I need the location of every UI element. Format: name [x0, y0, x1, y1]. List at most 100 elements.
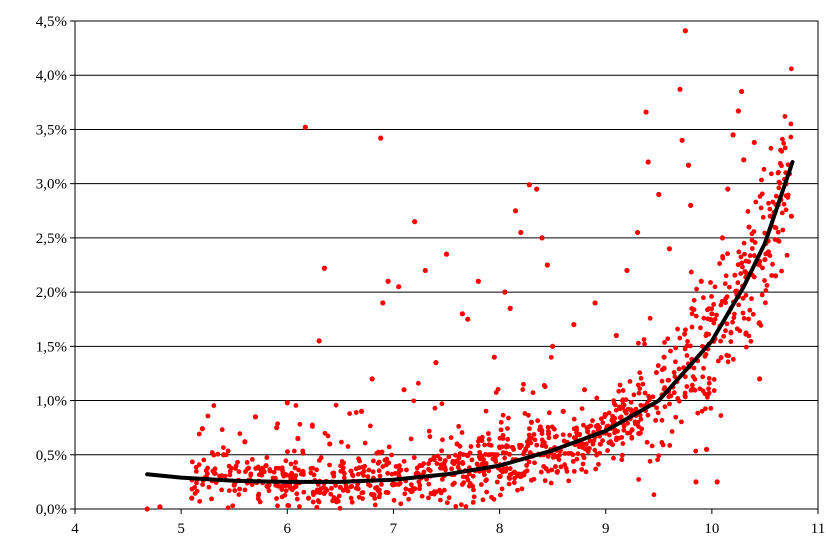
- data-point: [717, 261, 723, 266]
- data-point: [500, 450, 506, 455]
- plot-area: [74, 20, 819, 510]
- data-point: [570, 459, 576, 464]
- data-point: [748, 338, 754, 344]
- data-point: [570, 452, 576, 458]
- data-point: [524, 463, 530, 468]
- x-tick-label: 7: [390, 521, 398, 537]
- data-point: [673, 414, 679, 420]
- data-point: [215, 451, 221, 457]
- data-point: [452, 480, 457, 486]
- data-point: [757, 262, 762, 268]
- data-point: [611, 455, 616, 461]
- data-point: [788, 134, 794, 140]
- data-point: [385, 470, 391, 476]
- data-point: [571, 322, 577, 328]
- data-point: [362, 440, 368, 446]
- data-point: [321, 265, 328, 271]
- data-point: [708, 280, 713, 285]
- data-point: [369, 376, 375, 382]
- data-point: [711, 388, 717, 393]
- y-tick-label: 3,5%: [36, 122, 67, 138]
- data-point: [196, 462, 202, 468]
- data-point: [766, 200, 771, 206]
- data-point: [302, 124, 308, 130]
- data-point: [376, 468, 382, 474]
- data-point: [308, 466, 314, 471]
- data-point: [788, 121, 794, 127]
- data-point: [584, 446, 590, 452]
- data-point: [349, 499, 355, 505]
- data-point: [724, 321, 730, 327]
- data-point: [255, 464, 261, 470]
- data-point: [475, 443, 481, 449]
- data-point: [497, 474, 503, 479]
- data-point: [685, 162, 692, 168]
- data-point: [439, 401, 445, 407]
- data-point: [279, 494, 285, 500]
- data-point: [728, 339, 734, 345]
- data-point: [777, 180, 783, 186]
- data-point: [634, 229, 641, 236]
- data-point: [655, 410, 661, 416]
- trendline: [145, 160, 795, 484]
- data-point: [311, 492, 316, 498]
- data-point: [500, 436, 506, 441]
- data-point: [426, 428, 432, 434]
- data-point: [747, 253, 753, 259]
- data-point: [620, 441, 626, 446]
- data-point: [625, 420, 631, 426]
- data-point: [212, 471, 218, 476]
- data-point: [562, 462, 568, 468]
- data-point: [610, 413, 616, 419]
- data-point: [746, 316, 751, 322]
- data-point: [730, 132, 736, 138]
- data-point: [439, 476, 445, 482]
- data-point: [507, 305, 513, 311]
- data-point: [427, 434, 433, 440]
- data-point: [189, 459, 195, 465]
- data-point: [666, 246, 673, 252]
- data-point: [521, 451, 526, 457]
- data-point: [707, 317, 713, 322]
- data-point: [770, 199, 776, 205]
- data-point: [358, 408, 365, 414]
- y-tick-labels: 0,0% 0,5% 1,0% 1,5% 2,0% 2,5% 3,0% 3,5% 4,0% 4,5%: [36, 14, 67, 518]
- data-point: [577, 431, 583, 437]
- data-point: [497, 445, 503, 451]
- data-point: [297, 504, 302, 509]
- data-point: [718, 338, 723, 344]
- data-point: [773, 225, 779, 231]
- data-point: [509, 444, 515, 450]
- data-point: [199, 426, 205, 432]
- data-point: [689, 324, 695, 330]
- data-point: [738, 88, 745, 95]
- data-point: [718, 302, 724, 308]
- data-point: [459, 482, 465, 487]
- data-point: [479, 461, 485, 467]
- data-point: [773, 193, 779, 199]
- data-point: [478, 482, 484, 487]
- data-point: [736, 302, 742, 308]
- data-point: [527, 426, 532, 432]
- data-point: [639, 426, 645, 432]
- data-point: [667, 443, 673, 448]
- data-point: [688, 343, 693, 349]
- data-point: [759, 292, 765, 298]
- data-point: [205, 413, 211, 419]
- data-point: [296, 467, 301, 473]
- data-point: [574, 456, 580, 462]
- data-point: [439, 448, 445, 454]
- data-point: [711, 376, 717, 382]
- data-point: [294, 491, 300, 497]
- data-point: [475, 438, 481, 444]
- data-point: [230, 503, 236, 509]
- data-point: [647, 315, 653, 321]
- data-point: [498, 467, 504, 473]
- data-point: [353, 466, 359, 472]
- data-point: [243, 469, 248, 474]
- data-point: [371, 458, 376, 464]
- data-point: [518, 229, 524, 236]
- data-point: [545, 454, 551, 459]
- data-point: [641, 337, 647, 342]
- x-tick-label: 4: [71, 521, 79, 537]
